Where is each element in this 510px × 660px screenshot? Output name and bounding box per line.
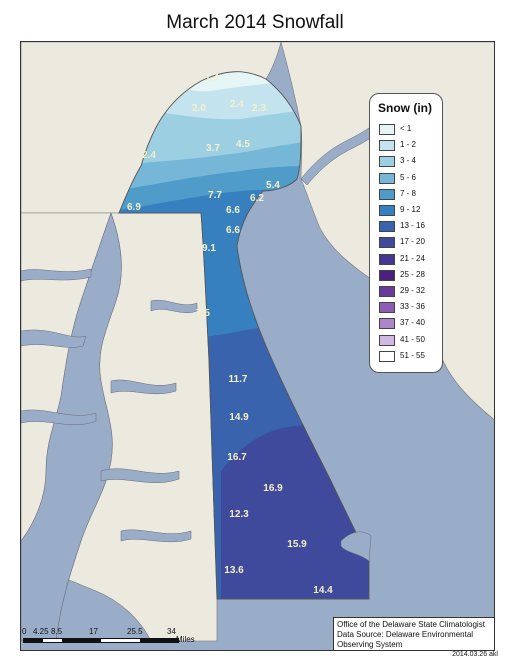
legend-label: 33 - 36 [400,302,425,312]
scale-tick-label: 0 [22,627,27,636]
station-value-label: 2.0 [192,103,206,114]
legend-label: 3 - 4 [400,156,417,166]
legend-item: < 1 [379,124,439,136]
legend-item: 3 - 4 [379,156,439,168]
credit-line-2: Data Source: Delaware Environmental [337,630,474,639]
legend-item: 13 - 16 [379,221,439,233]
station-value-label: 16.7 [227,452,247,463]
map-title: March 2014 Snowfall [166,12,344,33]
legend-label: 25 - 28 [400,269,425,279]
scale-tick-label: 17 [89,627,98,636]
legend-title: Snow (in) [378,101,432,115]
legend-swatch [379,286,395,297]
legend-swatch [379,124,395,135]
legend-swatch [379,237,395,249]
legend-swatch [379,140,395,152]
legend-item: 7 - 8 [379,188,439,201]
station-value-label: 9.1 [202,243,216,254]
legend-swatch [379,350,395,362]
station-values: 1.4 2.0 2.4 2.3 2.4 3.7 4.5 5.4 6.9 7.7 6.6 6.2 6.6 9… [127,73,333,596]
credit-box: Office of the Delaware State Climatologi… [333,617,494,650]
scale-units: Miles [176,635,195,644]
station-value-label: 16.9 [263,483,283,494]
legend-swatch [379,302,395,314]
station-value-label: 7.5 [196,308,210,319]
legend-item: 17 - 20 [379,237,439,249]
legend-swatch [379,172,395,184]
legend-label: 5 - 6 [400,172,417,182]
legend-item: 29 - 32 [379,286,439,298]
legend-swatch [379,253,395,265]
legend-label: 29 - 32 [400,286,425,295]
credit-line-1: Office of the Delaware State Climatologi… [337,620,485,629]
legend-item: 51 - 55 [379,350,439,363]
legend-label: 41 - 50 [400,334,425,344]
station-value-label: 4.5 [236,139,250,150]
date-stamp: 2014.03.26 akl [452,651,498,658]
station-value-label: 1.4 [205,73,219,84]
scale-bar-graphic [23,638,179,643]
station-value-label: 2.4 [230,99,244,110]
station-value-label: 6.2 [250,193,264,204]
station-value-label: 14.4 [313,585,333,596]
station-value-label: 14.9 [229,412,249,423]
legend-label: < 1 [400,124,412,133]
station-value-label: 6.6 [226,205,240,216]
scale-bar: 0 4.25 8.5 17 25.5 34 Miles [21,627,195,651]
station-value-label: 12.3 [229,509,249,520]
legend-item: 37 - 40 [379,318,439,330]
legend-item: 21 - 24 [379,253,439,266]
station-value-label: 13.6 [224,565,244,576]
legend-item: 1 - 2 [379,140,439,152]
legend-item: 25 - 28 [379,269,439,282]
legend-swatch [379,269,395,281]
station-value-label: 7.7 [208,190,222,201]
legend-label: 9 - 12 [400,205,421,214]
station-value-label: 5.4 [266,180,280,191]
delaware-outline [118,71,370,600]
legend-label: 7 - 8 [400,188,417,198]
station-value-label: 11.7 [229,374,248,385]
legend-label: 17 - 20 [400,237,425,247]
scale-tick-label: 25.5 [127,627,143,636]
scale-tick-label: 34 [167,627,176,636]
credit-line-3: Observing System [337,640,403,649]
legend: Snow (in) < 1 1 - 2 3 - 4 5 - 6 7 - 8 9 - 12 1… [369,93,443,373]
legend-swatch [379,318,395,330]
station-value-label: 15.9 [287,539,307,550]
legend-item: 9 - 12 [379,205,439,217]
station-value-label: 6.6 [226,225,240,236]
legend-label: 1 - 2 [400,140,417,150]
legend-swatch [379,334,395,346]
legend-item: 5 - 6 [379,172,439,185]
scale-tick-label: 4.25 [33,627,49,636]
legend-label: 51 - 55 [400,350,425,360]
scale-tick-label: 8.5 [51,627,63,636]
legend-swatch [379,205,395,216]
legend-item: 33 - 36 [379,302,439,314]
legend-label: 13 - 16 [400,221,425,231]
station-value-label: 3.7 [206,143,220,154]
station-value-label: 2.4 [142,150,156,161]
legend-item: 41 - 50 [379,334,439,347]
station-value-label: 6.9 [127,202,141,213]
legend-label: 21 - 24 [400,253,425,263]
legend-swatch [379,221,395,233]
station-value-label: 2.3 [252,103,266,114]
legend-swatch [379,156,395,168]
chesapeake-bay [21,212,122,642]
legend-label: 37 - 40 [400,318,425,328]
legend-swatch [379,188,395,200]
